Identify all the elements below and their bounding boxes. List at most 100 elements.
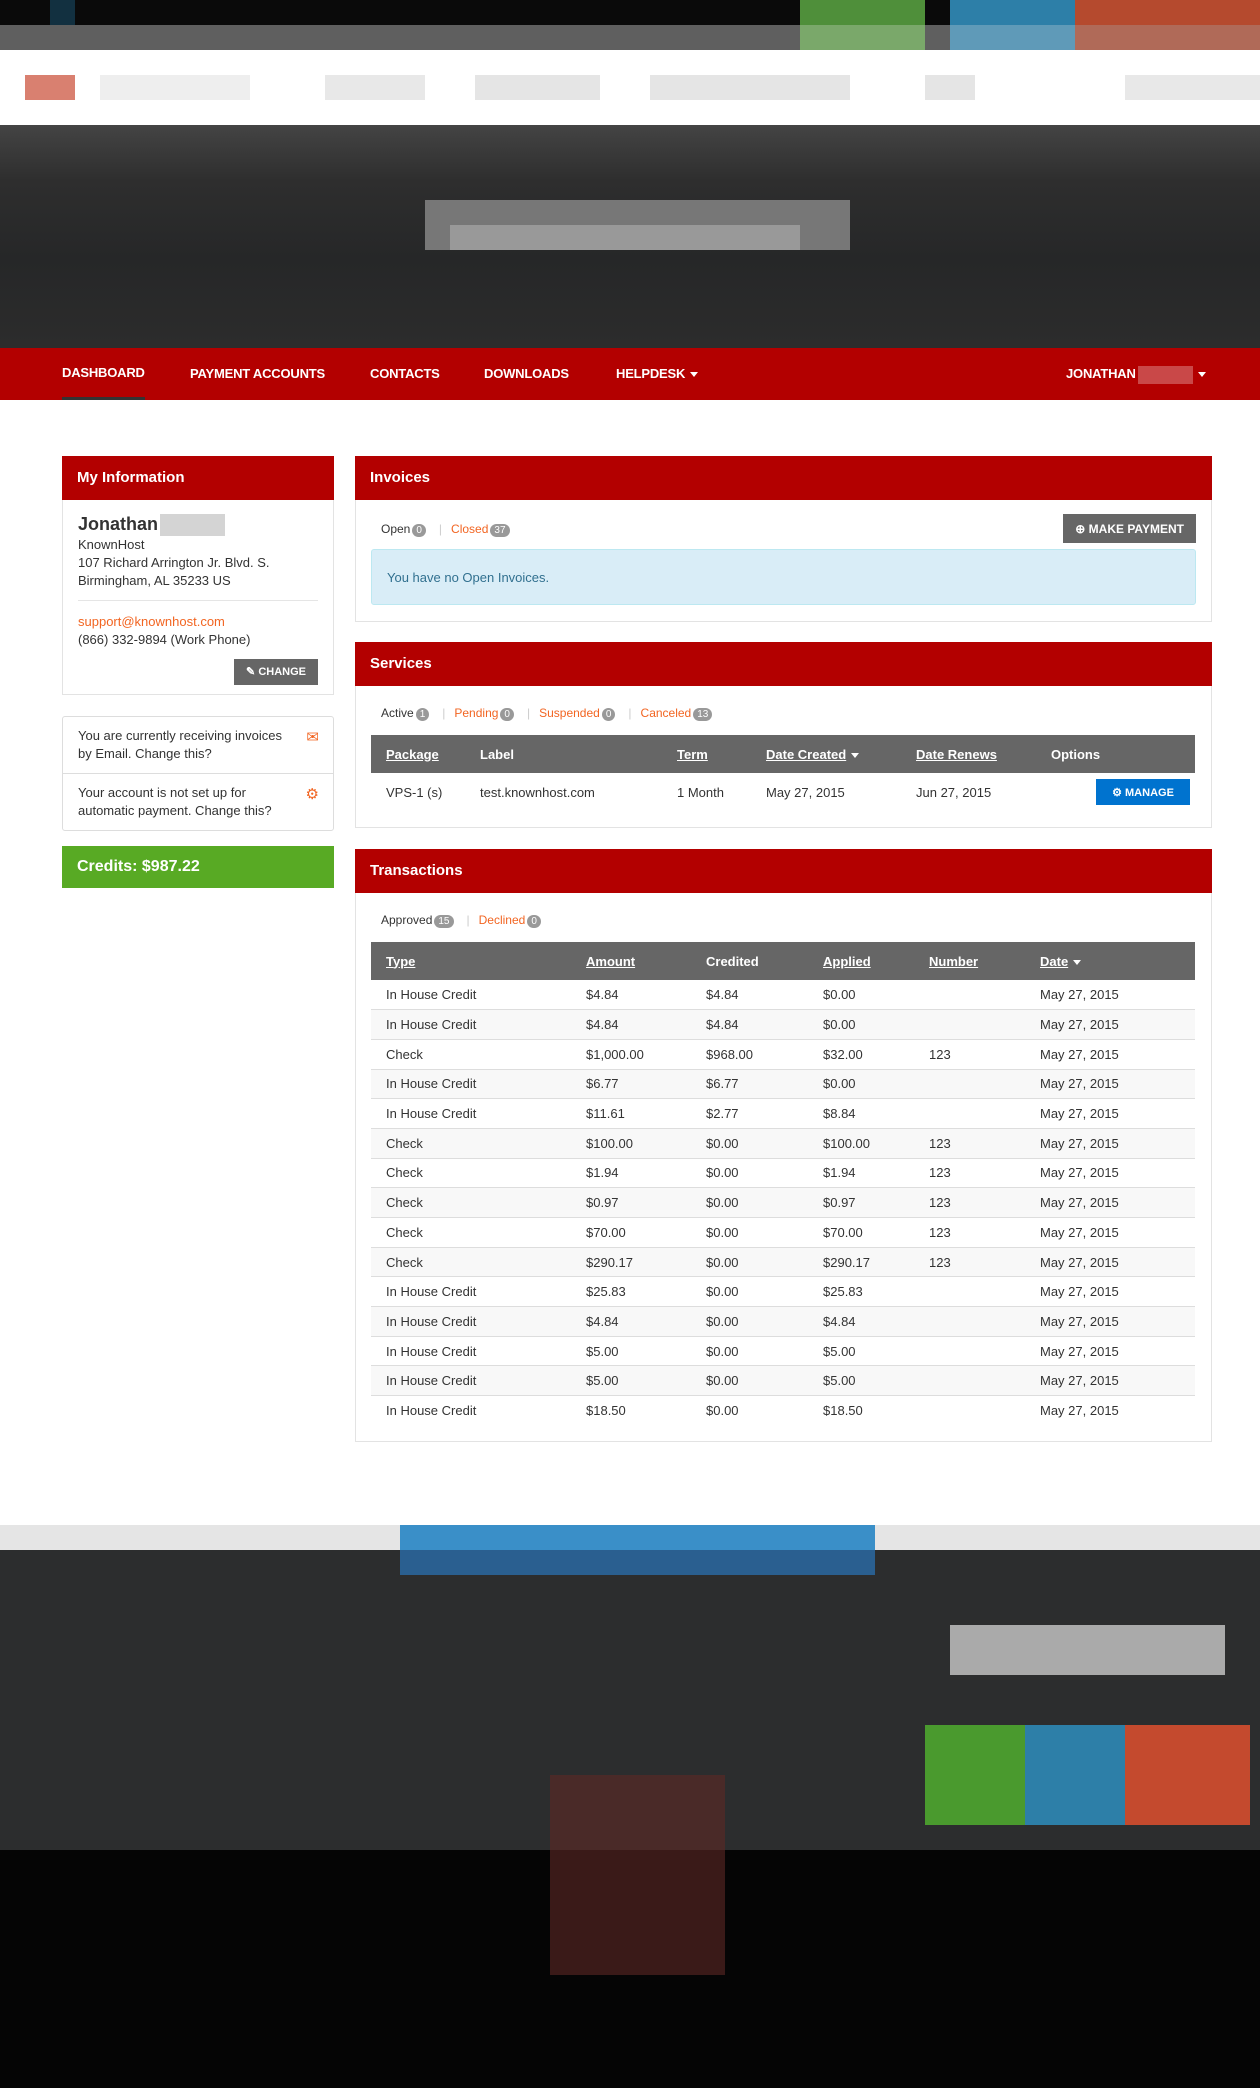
table-row: In House Credit $11.61 $2.77 $8.84 May 27, 2… <box>371 1098 1195 1129</box>
cell-type: In House Credit <box>371 1009 571 1040</box>
cell-number <box>914 1335 1025 1366</box>
filter-label: Declined <box>478 913 526 927</box>
filter-label: Suspended <box>539 706 600 720</box>
filter-declined[interactable]: Declined 0 <box>478 913 541 928</box>
filter-suspended[interactable]: Suspended 0 <box>539 706 616 721</box>
cell-amount: $1.94 <box>571 1157 691 1188</box>
filter-label: Active <box>381 706 414 720</box>
filter-pending[interactable]: Pending 0 <box>454 706 514 721</box>
nav-payment-accounts[interactable]: PAYMENT ACCOUNTS <box>190 366 325 381</box>
cell-type: In House Credit <box>371 1098 571 1129</box>
col-term[interactable]: Term <box>662 735 751 773</box>
cell-number <box>914 1395 1025 1426</box>
col-options: Options <box>1036 735 1195 773</box>
cell-amount: $5.00 <box>571 1335 691 1366</box>
cell-type: Check <box>371 1187 571 1218</box>
cell-applied: $0.97 <box>808 1187 914 1218</box>
table-row: In House Credit $18.50 $0.00 $18.50 May 27, … <box>371 1395 1195 1426</box>
cell-credited: $0.00 <box>691 1127 808 1159</box>
count-badge: 37 <box>490 524 510 537</box>
address-line-2: Birmingham, AL 35233 US <box>78 573 231 589</box>
invoice-filters: Open 0 | Closed 37 <box>356 500 1211 537</box>
pencil-icon: ✎ <box>246 666 259 679</box>
cell-applied: $18.50 <box>808 1395 914 1426</box>
col-date-renews[interactable]: Date Renews <box>901 735 1036 773</box>
cell-amount: $4.84 <box>571 1009 691 1040</box>
nav-helpdesk[interactable]: HELPDESK <box>616 348 699 400</box>
cell-number <box>914 1276 1025 1307</box>
cell-number: 123 <box>914 1157 1025 1188</box>
filter-open[interactable]: Open 0 <box>381 522 426 537</box>
cell-type: Check <box>371 1038 571 1070</box>
table-row: Check $290.17 $0.00 $290.17 123 May 27, 2015 <box>371 1246 1195 1277</box>
table-row: Check $70.00 $0.00 $70.00 123 May 27, 2015 <box>371 1217 1195 1248</box>
manage-button[interactable]: ⚙ MANAGE <box>1096 779 1190 805</box>
table-row: VPS-1 (s) test.knownhost.com 1 Month May… <box>371 773 1195 811</box>
manage-label: MANAGE <box>1125 786 1174 799</box>
company: KnownHost <box>78 537 145 553</box>
separator: | <box>526 706 531 720</box>
nav-dashboard[interactable]: DASHBOARD <box>62 348 145 400</box>
filter-label: Approved <box>381 913 433 927</box>
transactions-panel: Transactions Approved 15 | Declined 0 Type A… <box>355 849 1212 1442</box>
col-type[interactable]: Type <box>371 942 571 980</box>
cell-amount: $5.00 <box>571 1365 691 1396</box>
notice-text: Your account is not set up for automatic… <box>78 785 272 818</box>
gear-icon: ⚙ <box>1112 786 1126 799</box>
count-badge: 15 <box>434 915 454 928</box>
cell-amount: $0.97 <box>571 1187 691 1218</box>
col-amount[interactable]: Amount <box>571 942 691 980</box>
col-applied[interactable]: Applied <box>808 942 914 980</box>
notice-auto-payment[interactable]: Your account is not set up for automatic… <box>63 773 333 830</box>
col-date[interactable]: Date <box>1025 942 1195 980</box>
filter-label: Canceled <box>640 706 692 720</box>
email-link[interactable]: support@knownhost.com <box>78 614 225 630</box>
table-row: Check $1.94 $0.00 $1.94 123 May 27, 2015 <box>371 1157 1195 1188</box>
filter-approved[interactable]: Approved 15 <box>381 913 454 928</box>
col-label-text: Date <box>1040 953 1069 969</box>
cell-date: May 27, 2015 <box>1025 1187 1195 1218</box>
change-info-button[interactable]: ✎ CHANGE <box>234 659 318 686</box>
col-package[interactable]: Package <box>371 735 465 773</box>
cell-applied: $1.94 <box>808 1157 914 1188</box>
count-badge: 13 <box>693 708 713 721</box>
filter-active[interactable]: Active 1 <box>381 706 430 721</box>
credits-balance: Credits: $987.22 <box>62 846 334 888</box>
make-payment-button[interactable]: ⊕ MAKE PAYMENT <box>1063 514 1196 543</box>
notice-email-invoices[interactable]: You are currently receiving invoices by … <box>63 717 333 773</box>
cell-amount: $1,000.00 <box>571 1038 691 1070</box>
table-row: In House Credit $4.84 $4.84 $0.00 May 27, 20… <box>371 980 1195 1010</box>
cell-amount: $100.00 <box>571 1127 691 1159</box>
user-menu[interactable]: JONATHAN <box>1066 348 1206 400</box>
cell-type: In House Credit <box>371 1068 571 1099</box>
col-number[interactable]: Number <box>914 942 1025 980</box>
transactions-table: Type Amount Credited Applied Number Date… <box>371 942 1195 1426</box>
footer-bottom-obscured <box>0 1850 1260 2088</box>
col-credited: Credited <box>691 942 808 980</box>
col-date-created[interactable]: Date Created <box>751 735 901 773</box>
caret-down-icon <box>1197 372 1206 378</box>
cell-type: Check <box>371 1157 571 1188</box>
cell-applied: $5.00 <box>808 1365 914 1396</box>
filter-label: Pending <box>454 706 499 720</box>
sort-desc-icon <box>1073 959 1082 965</box>
cell-amount: $4.84 <box>586 987 619 1003</box>
cell-number: 123 <box>914 1127 1025 1159</box>
table-row: Check $100.00 $0.00 $100.00 123 May 27, 2015 <box>371 1127 1195 1159</box>
filter-canceled[interactable]: Canceled 13 <box>640 706 713 721</box>
cell-number <box>914 1365 1025 1396</box>
cell-date: May 27, 2015 <box>1025 1068 1195 1099</box>
nav-downloads[interactable]: DOWNLOADS <box>484 366 569 381</box>
cell-credited: $0.00 <box>691 1365 808 1396</box>
cell-number <box>914 1098 1025 1129</box>
filter-closed[interactable]: Closed 37 <box>451 522 510 537</box>
nav-contacts[interactable]: CONTACTS <box>370 366 440 381</box>
plus-circle-icon: ⊕ <box>1075 521 1089 536</box>
cell-date: May 27, 2015 <box>1025 1365 1195 1396</box>
cell-date: May 27, 2015 <box>1025 1009 1195 1040</box>
cell-number <box>914 980 1025 1010</box>
cell-credited: $0.00 <box>691 1246 808 1277</box>
table-row: In House Credit $5.00 $0.00 $5.00 May 27, 20… <box>371 1365 1195 1396</box>
cell-type: Check <box>371 1127 571 1159</box>
cell-applied: $0.00 <box>808 1009 914 1040</box>
